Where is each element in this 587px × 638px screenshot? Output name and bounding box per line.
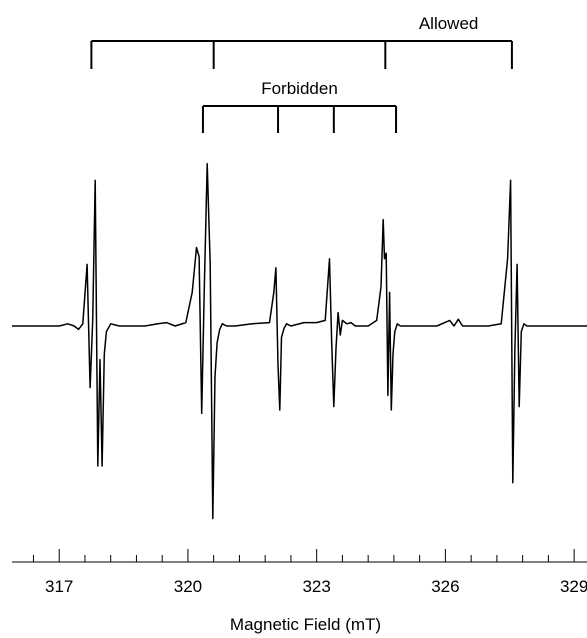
annotation-label: Forbidden — [261, 79, 338, 98]
x-tick-label: 320 — [174, 577, 202, 596]
x-axis: 317 320 323 326 329 — [12, 549, 587, 596]
stick-diagram-allowed: Allowed — [90, 14, 513, 69]
stick-diagram-forbidden: Forbidden — [201, 79, 398, 133]
stick-diagrams: Allowed Forbidden — [90, 14, 513, 133]
series-line — [12, 162, 587, 520]
x-tick-label: 323 — [302, 577, 330, 596]
annotation-label: Allowed — [419, 14, 479, 33]
x-tick-label: 317 — [45, 577, 73, 596]
x-tick-label: 326 — [431, 577, 459, 596]
x-axis-label: Magnetic Field (mT) — [230, 615, 381, 634]
x-tick-label: 329 — [560, 577, 587, 596]
